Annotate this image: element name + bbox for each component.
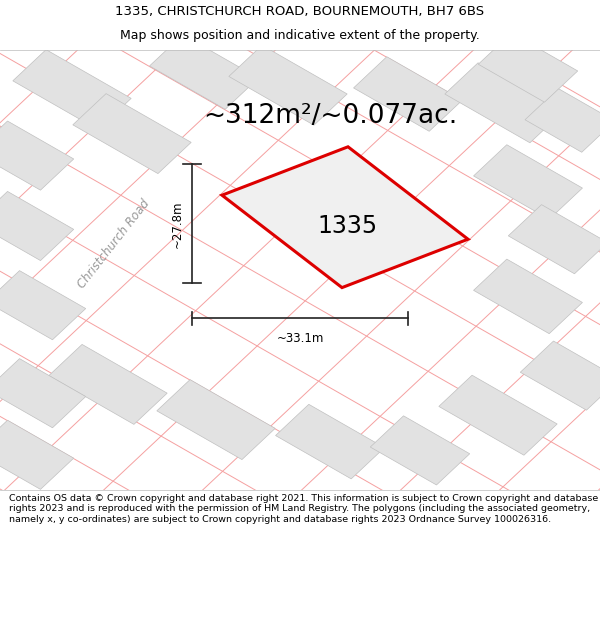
Polygon shape [157,379,275,459]
Polygon shape [353,57,463,131]
Polygon shape [222,147,468,288]
Polygon shape [525,89,600,152]
Text: 1335, CHRISTCHURCH ROAD, BOURNEMOUTH, BH7 6BS: 1335, CHRISTCHURCH ROAD, BOURNEMOUTH, BH… [115,4,485,18]
Polygon shape [73,94,191,174]
Polygon shape [508,204,600,274]
Polygon shape [275,404,385,479]
Text: ~33.1m: ~33.1m [277,332,323,345]
Polygon shape [0,271,86,340]
Polygon shape [149,35,259,109]
Text: 1335: 1335 [318,214,378,238]
Polygon shape [0,191,74,261]
Text: Contains OS data © Crown copyright and database right 2021. This information is : Contains OS data © Crown copyright and d… [9,494,598,524]
Polygon shape [49,344,167,424]
Polygon shape [473,145,583,219]
Polygon shape [439,375,557,455]
Text: ~27.8m: ~27.8m [170,200,184,248]
Polygon shape [473,259,583,334]
Polygon shape [0,359,86,428]
Polygon shape [370,416,470,485]
Polygon shape [0,420,74,489]
Polygon shape [0,121,74,190]
Text: ~312m²/~0.077ac.: ~312m²/~0.077ac. [203,103,457,129]
Text: Christchurch Road: Christchurch Road [76,197,152,291]
Polygon shape [229,45,347,125]
Polygon shape [478,33,578,102]
Polygon shape [13,49,131,129]
Text: Map shows position and indicative extent of the property.: Map shows position and indicative extent… [120,29,480,42]
Polygon shape [520,341,600,410]
Polygon shape [445,63,563,142]
